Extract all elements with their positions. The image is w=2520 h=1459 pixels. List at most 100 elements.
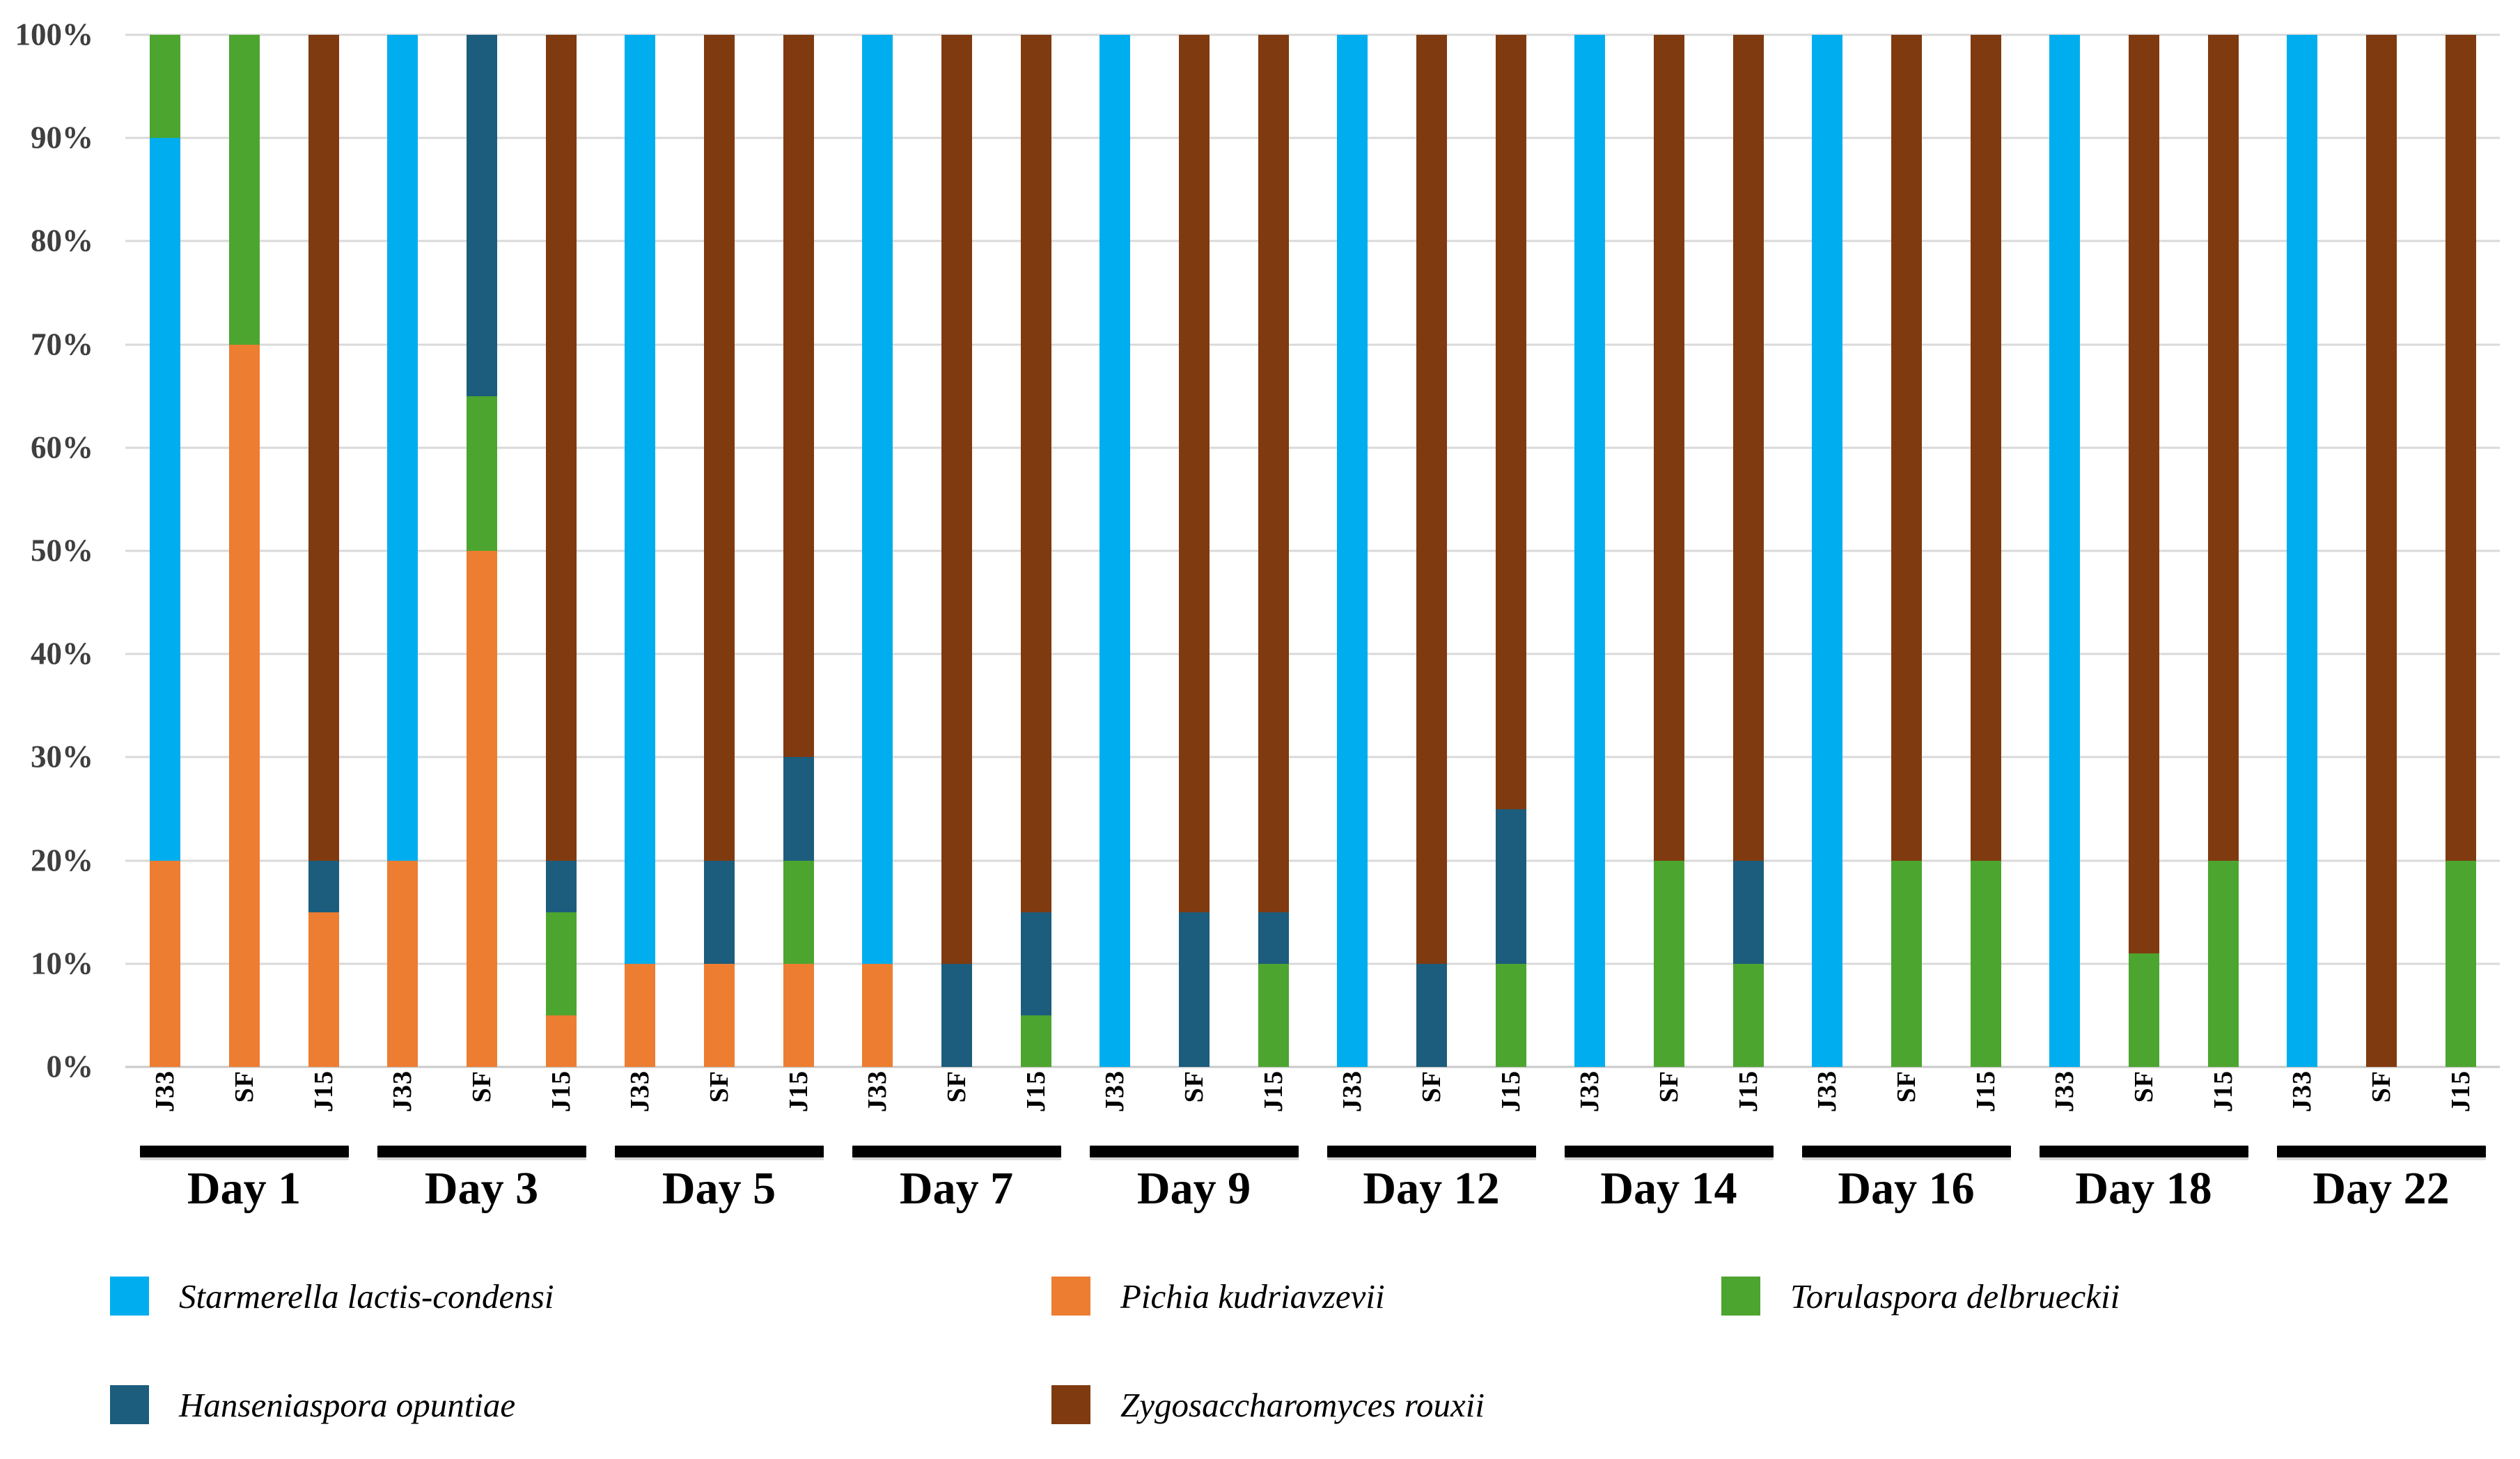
day-group-underline: [1564, 1146, 1774, 1157]
bar-group-day-9: [1075, 35, 1313, 1067]
segment-hanseniaspora: [1258, 912, 1289, 964]
segment-pichia: [228, 344, 260, 1067]
bar-group-day-22: [2262, 35, 2500, 1067]
day-group-underline: [614, 1146, 824, 1157]
bar-j15: [2445, 35, 2476, 1067]
bar-tick-label: J15: [1021, 1070, 1051, 1112]
bar-label-row: J33 SF J15: [1075, 1070, 1313, 1143]
bar-label-row: J33 SF J15: [363, 1070, 600, 1143]
day-group-underline: [1326, 1146, 1536, 1157]
bar-tick-label: J33: [2287, 1070, 2317, 1112]
day-group-underline: [2039, 1146, 2248, 1157]
segment-hanseniaspora: [941, 963, 972, 1067]
segment-zygosaccharomyces: [2365, 35, 2397, 1067]
segment-starmerella: [2049, 35, 2080, 1067]
bar-j33: [2286, 35, 2317, 1067]
segment-pichia: [149, 860, 180, 1067]
bar-label-cell: J33: [862, 1070, 893, 1143]
legend-swatch-pichia: [1051, 1277, 1090, 1316]
bar-j15: [1495, 35, 1526, 1067]
bar-label-cell: J33: [1337, 1070, 1368, 1143]
segment-starmerella: [149, 138, 180, 861]
segment-zygosaccharomyces: [308, 35, 339, 861]
segment-zygosaccharomyces: [1020, 35, 1051, 912]
y-tick-label: 100%: [15, 17, 94, 52]
bar-label-cell: SF: [2129, 1070, 2159, 1143]
segment-torulaspora: [1653, 860, 1684, 1067]
bar-tick-label: J15: [1496, 1070, 1526, 1112]
bar-label-cell: J15: [1258, 1070, 1289, 1143]
bar-label-cell: SF: [467, 1070, 497, 1143]
bar-label-cell: J15: [2208, 1070, 2239, 1143]
legend-item-zygosaccharomyces: Zygosaccharomyces rouxii: [1051, 1384, 1485, 1425]
bar-tick-label: J33: [1574, 1070, 1604, 1112]
segment-torulaspora: [2128, 953, 2159, 1067]
segment-torulaspora: [228, 35, 260, 345]
bar-label-row: J33 SF J15: [2262, 1070, 2500, 1143]
legend-item-torulaspora: Torulaspora delbrueckii: [1721, 1276, 2120, 1316]
segment-torulaspora: [1020, 1015, 1051, 1067]
segment-zygosaccharomyces: [1258, 35, 1289, 912]
bar-sf: [1653, 35, 1684, 1067]
bar-tick-label: J15: [2208, 1070, 2238, 1112]
day-label: Day 9: [1136, 1163, 1251, 1214]
legend-swatch-hanseniaspora: [110, 1385, 149, 1424]
bar-tick-label: J15: [1733, 1070, 1763, 1112]
x-group-day-16: J33 SF J15 Day 16: [1787, 1070, 2025, 1212]
day-label: Day 22: [2312, 1163, 2450, 1214]
bar-tick-label: SF: [704, 1070, 734, 1103]
gridline-80: [125, 240, 2500, 242]
segment-zygosaccharomyces: [1732, 35, 1764, 861]
bars-container: [125, 35, 2500, 1067]
bar-group-day-18: [2025, 35, 2262, 1067]
bar-label-row: J33 SF J15: [600, 1070, 838, 1143]
gridline-10: [125, 962, 2500, 965]
bar-label-cell: J33: [625, 1070, 655, 1143]
segment-zygosaccharomyces: [1970, 35, 2001, 861]
y-tick-label: 0%: [46, 1049, 94, 1084]
bar-label-cell: J33: [1574, 1070, 1605, 1143]
bar-tick-label: J33: [1337, 1070, 1367, 1112]
bar-j33: [624, 35, 655, 1067]
bar-tick-label: J33: [387, 1070, 417, 1112]
bar-label-cell: SF: [229, 1070, 260, 1143]
day-group-underline: [1801, 1146, 2011, 1157]
gridline-100: [125, 33, 2500, 36]
segment-zygosaccharomyces: [783, 35, 814, 758]
segment-zygosaccharomyces: [545, 35, 577, 861]
bar-label-cell: SF: [2366, 1070, 2397, 1143]
bar-j15: [2207, 35, 2239, 1067]
segment-pichia: [861, 963, 893, 1067]
bar-sf: [228, 35, 260, 1067]
x-group-day-18: J33 SF J15 Day 18: [2025, 1070, 2262, 1212]
segment-hanseniaspora: [703, 860, 735, 964]
legend-label: Hanseniaspora opuntiae: [179, 1385, 516, 1424]
segment-pichia: [703, 963, 735, 1067]
bar-sf: [466, 35, 497, 1067]
bar-tick-label: SF: [2129, 1070, 2159, 1103]
bar-sf: [2128, 35, 2159, 1067]
y-tick-label: 60%: [31, 430, 93, 465]
y-tick-label: 90%: [31, 120, 93, 155]
bar-label-cell: J33: [150, 1070, 180, 1143]
segment-starmerella: [861, 35, 893, 964]
gridline-30: [125, 756, 2500, 758]
bar-tick-label: J33: [625, 1070, 655, 1112]
bar-j33: [1574, 35, 1605, 1067]
bar-group-day-5: [600, 35, 838, 1067]
gridline-0: [125, 1066, 2500, 1068]
bar-sf: [2365, 35, 2397, 1067]
bar-sf: [941, 35, 972, 1067]
y-tick-label: 40%: [31, 636, 93, 671]
gridline-50: [125, 549, 2500, 552]
bar-label-cell: J15: [2445, 1070, 2476, 1143]
bar-group-day-3: [363, 35, 600, 1067]
bar-tick-label: SF: [941, 1070, 971, 1103]
bar-label-cell: J15: [546, 1070, 577, 1143]
segment-zygosaccharomyces: [1416, 35, 1447, 964]
segment-hanseniaspora: [1416, 963, 1447, 1067]
bar-j33: [1336, 35, 1368, 1067]
bar-tick-label: SF: [1416, 1070, 1446, 1103]
segment-zygosaccharomyces: [1495, 35, 1526, 809]
bar-label-row: J33 SF J15: [1787, 1070, 2025, 1143]
